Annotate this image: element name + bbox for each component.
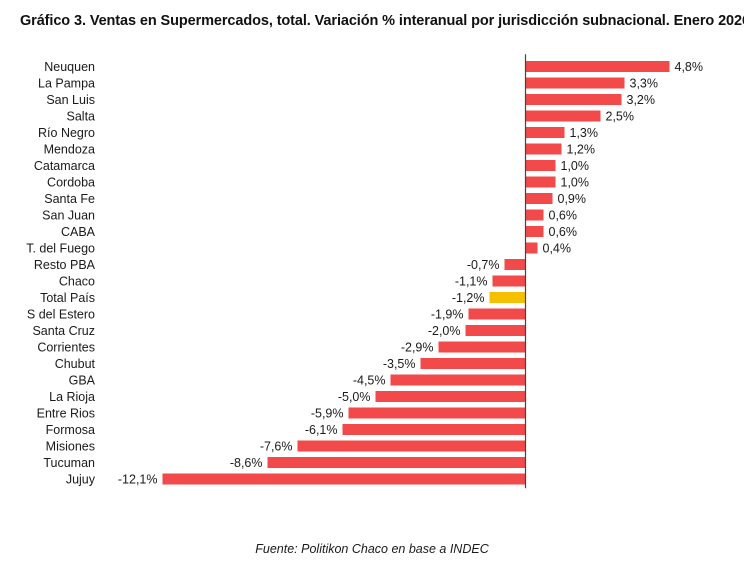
category-label: Salta — [67, 109, 96, 123]
bar — [390, 374, 526, 386]
bar — [525, 209, 544, 221]
category-label: Entre Rios — [37, 406, 95, 420]
bar — [465, 325, 526, 336]
category-label: T. del Fuego — [26, 241, 95, 255]
bar — [162, 473, 526, 485]
category-label: Chubut — [55, 357, 96, 371]
value-label: -3,5% — [383, 357, 416, 371]
value-label: -12,1% — [118, 472, 158, 486]
value-label: -7,6% — [260, 439, 293, 453]
bar — [525, 110, 601, 122]
bar — [468, 308, 526, 320]
bar — [420, 358, 526, 369]
category-label: Misiones — [46, 439, 95, 453]
value-label: -0,7% — [467, 258, 500, 272]
bar — [438, 341, 526, 353]
category-label: Río Negro — [38, 126, 95, 140]
category-label: Jujuy — [66, 472, 96, 486]
value-label: 0,4% — [543, 241, 572, 255]
category-label: GBA — [69, 373, 96, 387]
bar — [525, 193, 553, 204]
value-label: 0,6% — [549, 208, 578, 222]
bar — [504, 259, 526, 270]
value-label: -1,2% — [452, 291, 485, 305]
category-label: Neuquen — [44, 60, 95, 74]
bar — [525, 160, 556, 171]
value-label: 3,3% — [630, 76, 659, 90]
value-label: 0,9% — [558, 192, 587, 206]
category-label: S del Estero — [27, 307, 95, 321]
value-label: -2,0% — [428, 324, 461, 338]
value-label: 1,0% — [561, 175, 590, 189]
bar — [348, 407, 526, 419]
category-label: La Rioja — [49, 390, 95, 404]
value-label: -5,9% — [311, 406, 344, 420]
bar — [342, 424, 526, 435]
chart-source-note: Fuente: Politikon Chaco en base a INDEC — [255, 542, 489, 556]
bar — [267, 457, 526, 468]
category-label: San Juan — [42, 208, 95, 222]
value-label: -5,0% — [338, 390, 371, 404]
category-label: Chaco — [59, 274, 95, 288]
value-label: -8,6% — [230, 456, 263, 470]
category-label: Corrientes — [37, 340, 95, 354]
bar — [525, 94, 622, 105]
category-label: Mendoza — [44, 142, 95, 156]
category-label: Santa Cruz — [32, 324, 95, 338]
value-label: 1,2% — [567, 142, 596, 156]
bar — [525, 143, 562, 155]
value-label: 3,2% — [627, 93, 656, 107]
bars-layer: Neuquen 4,8% La Pampa 3,3% San Luis 3,2% Salta… — [26, 60, 704, 486]
value-label: 1,0% — [561, 159, 590, 173]
category-label: Formosa — [46, 423, 95, 437]
category-label: Tucuman — [43, 456, 95, 470]
value-label: 1,3% — [570, 126, 599, 140]
bar — [492, 275, 526, 287]
bar — [525, 77, 625, 89]
highlight-bar — [489, 292, 526, 303]
category-label: Catamarca — [34, 159, 95, 173]
bar — [525, 61, 670, 72]
category-label: CABA — [61, 225, 96, 239]
bar — [375, 391, 526, 402]
bar — [525, 242, 538, 254]
value-label: 2,5% — [606, 109, 635, 123]
chart-title: Gráfico 3. Ventas en Supermercados, tota… — [20, 13, 744, 29]
bar — [525, 127, 565, 138]
bar — [297, 440, 526, 452]
category-label: Resto PBA — [34, 258, 96, 272]
bar — [525, 176, 556, 188]
category-label: Total País — [40, 291, 95, 305]
value-label: -1,9% — [431, 307, 464, 321]
category-label: San Luis — [46, 93, 95, 107]
category-label: Cordoba — [47, 175, 95, 189]
value-label: -4,5% — [353, 373, 386, 387]
value-label: -1,1% — [455, 274, 488, 288]
value-label: -6,1% — [305, 423, 338, 437]
bar — [525, 226, 544, 237]
value-label: -2,9% — [401, 340, 434, 354]
category-label: La Pampa — [38, 76, 95, 90]
value-label: 0,6% — [549, 225, 578, 239]
category-label: Santa Fe — [44, 192, 95, 206]
value-label: 4,8% — [675, 60, 704, 74]
